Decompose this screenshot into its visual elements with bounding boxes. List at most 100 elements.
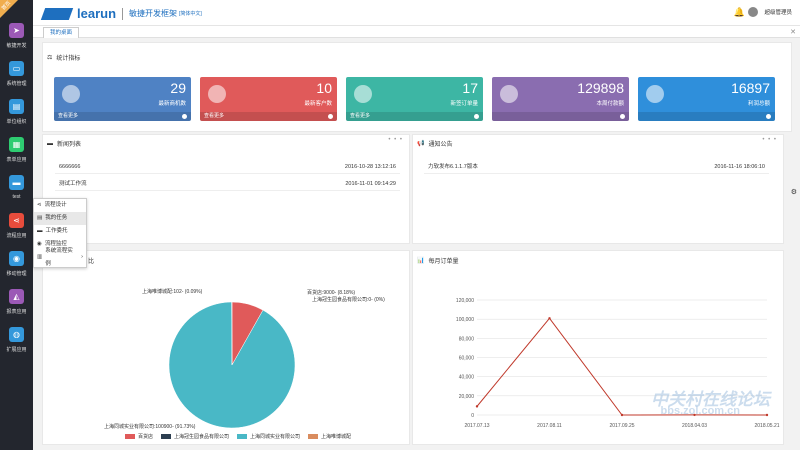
stat-card-0[interactable]: 29 最新商机数 查看更多 [54,77,191,121]
pie-icon [62,85,80,103]
paper-plane-icon: ➤ [9,23,24,38]
sidebar-item-5[interactable]: ⋖ 流程应用 [0,208,33,252]
stats-icon: ⚖ [47,55,53,61]
legend-swatch [161,434,172,439]
pie-chart: 百货店:9000- (8.18%)上海冠生园食品有限公司:0- (0%) 上海同城… [104,288,385,430]
dropdown-item-4[interactable]: ▥ 系统流程实例 › [37,247,83,267]
sidebar-item-label: 表单应用 [6,157,27,163]
home-ribbon[interactable] [0,0,18,18]
globe-icon [500,85,518,103]
arrow-circle-icon [182,114,187,119]
pie-label-1: 上海冠生园食品有限公司:0- (0%) [312,296,385,303]
close-icon[interactable]: ✕ [790,29,796,36]
stat-card-2[interactable]: 17 新签订单量 查看更多 [346,77,483,121]
eye-icon: ◉ [37,241,42,247]
stat-footer[interactable]: 查看更多 [200,112,337,121]
line-point[interactable] [693,413,696,417]
news-row[interactable]: 6666666 2016-10-28 13:12:16 [55,160,400,174]
tab-bar: 我的桌面 ✕ [33,26,800,38]
sidebar-item-1[interactable]: ▭ 系统管理 [0,56,33,100]
list-icon: ▬ [47,140,53,147]
legend-item[interactable]: 上海唯博城配 [308,433,351,440]
line-point[interactable] [548,317,551,320]
bell-icon[interactable]: 🔔 [733,6,745,17]
sidebar-item-label: 移动管理 [6,271,27,277]
stat-footer[interactable] [492,112,629,121]
arrow-circle-icon [766,114,771,119]
file-icon: ▤ [37,215,43,221]
building-icon: ▤ [9,99,24,114]
notice-text: 力软发布6.1.1.7版本 [428,164,478,170]
section-title-line: 📊 每月订单量 [417,258,459,265]
stat-label: 最新客户数 [304,101,332,107]
section-title-pie: 比 [88,259,95,265]
legend-item[interactable]: 上海同城实业有限公司 [237,433,300,440]
legend-item[interactable]: 上海冠生园食品有限公司 [161,433,229,440]
section-title-notice: 📢 通知公告 [417,141,453,148]
section-title-news: ▬ 新闻列表 [47,140,82,149]
dropdown-item-1[interactable]: ▤ 我的任务 [34,212,86,225]
news-row[interactable]: 测试工作流 2016-11-01 09:14:29 [55,177,400,191]
user-name[interactable]: 超级管理员 [764,10,792,16]
sidebar-item-0[interactable]: ➤ 敏捷开发 [0,18,33,62]
sidebar-item-label: 系统管理 [6,81,27,87]
tab-my-desktop[interactable]: 我的桌面 [43,27,80,38]
sidebar-item-label: 扩展应用 [6,347,27,353]
logo[interactable]: learun 敏捷开发框架 [简体中文] [40,6,202,21]
sidebar-item-7[interactable]: ◭ 报表应用 [0,284,33,328]
watermark-url: bbs.zol.com.cn [660,405,740,417]
avatar[interactable] [748,7,759,17]
sidebar-item-3[interactable]: ▦ 表单应用 [0,132,33,176]
legend-item[interactable]: 百货店 [125,433,153,440]
share-icon: ⋖ [37,202,42,208]
stat-value: 16897 [731,80,770,96]
news-time: 2016-10-28 13:12:16 [344,164,396,170]
arrow-circle-icon [620,114,625,119]
stat-label: 新签订单量 [450,101,478,107]
sidebar-item-4[interactable]: ▬ test [0,170,33,214]
bar-chart-icon: 📊 [417,258,425,264]
megaphone-icon: 📢 [417,141,425,147]
stat-card-3[interactable]: 129898 本周付款额 [492,77,629,121]
share-icon: ⋖ [9,213,24,228]
news-more-button[interactable]: • • • [388,137,403,143]
stat-label: 最新商机数 [158,101,186,107]
line-chart: 0 20,000 40,000 60,000 80,000 100,000 120,000 2… [456,298,780,429]
stat-card-4[interactable]: 16897 利润总额 [638,77,775,121]
language-label[interactable]: [简体中文] [179,11,202,17]
gear-icon[interactable]: ⚙ [790,189,797,196]
stat-footer[interactable]: 查看更多 [54,112,191,121]
dropdown-item-2[interactable]: ▬ 工作委托 [34,225,86,238]
dropdown-item-3[interactable]: ◉ 流程监控 [34,238,86,251]
notice-row[interactable]: 力软发布6.1.1.7版本 2016-11-16 18:06:10 [424,160,769,174]
app-subtitle: 敏捷开发框架 [129,9,178,18]
sidebar: 首页 ➤ 敏捷开发 ▭ 系统管理 ▤ 单位组织 ▦ 表单应用 ▬ test ⋖ 流程应用 ◉ 移动管理 ◭ 报… [0,0,33,450]
line-point[interactable] [765,413,769,417]
notice-more-button[interactable]: • • • [762,137,777,143]
line-point[interactable] [475,405,479,408]
line-point[interactable] [620,413,624,417]
y-tick-label: 120,000 [456,298,474,304]
stat-label: 本周付款额 [596,101,624,107]
notice-time: 2016-11-16 18:06:10 [714,164,765,170]
x-tick-label: 2017.07.13 [464,423,489,429]
sidebar-item-8[interactable]: ◍ 扩展应用 [0,322,33,366]
sidebar-item-2[interactable]: ▤ 单位组织 [0,94,33,138]
pie-label-3: 上海唯博城配:102- (0.09%) [142,288,203,295]
windows-icon [354,85,372,103]
stat-footer[interactable]: 查看更多 [346,112,483,121]
sidebar-item-label: 单位组织 [6,119,27,125]
folder-icon: ▬ [37,228,43,234]
dropdown-item-0[interactable]: ⋖ 流程设计 [34,199,86,212]
stat-footer[interactable] [638,112,775,121]
line-panel: 📊 每月订单量 [412,250,784,445]
logo-text: learun [77,6,117,21]
sidebar-item-label: 敏捷开发 [6,43,27,49]
y-tick-label: 80,000 [459,336,475,342]
sidebar-item-6[interactable]: ◉ 移动管理 [0,246,33,290]
news-time: 2016-11-01 09:14:29 [345,181,396,187]
logo-mark-icon [40,7,74,20]
y-tick-label: 100,000 [456,317,474,323]
stat-value: 29 [170,80,186,96]
stat-card-1[interactable]: 10 最新客户数 查看更多 [200,77,337,121]
